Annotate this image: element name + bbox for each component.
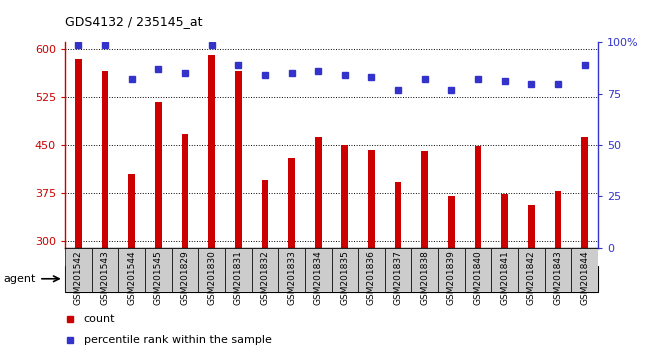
Bar [332, 248, 358, 292]
Bar [288, 158, 295, 354]
Bar [411, 248, 438, 292]
Text: GSM201543: GSM201543 [101, 250, 109, 305]
Text: GSM201831: GSM201831 [234, 250, 242, 305]
Bar [252, 248, 278, 292]
Bar [358, 248, 385, 292]
Text: percentile rank within the sample: percentile rank within the sample [84, 335, 272, 345]
Text: GSM201839: GSM201839 [447, 250, 456, 305]
Bar [172, 248, 198, 292]
Bar [518, 248, 545, 292]
Text: GSM201832: GSM201832 [261, 250, 269, 305]
Bar [208, 55, 215, 354]
Text: GSM201836: GSM201836 [367, 250, 376, 305]
Bar [305, 248, 332, 292]
Bar [395, 182, 402, 354]
Bar [581, 137, 588, 354]
Bar [118, 248, 145, 292]
Text: GSM201841: GSM201841 [500, 250, 509, 305]
Bar [128, 174, 135, 354]
Bar [465, 248, 491, 292]
Bar [501, 194, 508, 354]
Text: agent: agent [3, 274, 36, 284]
Text: GSM201835: GSM201835 [341, 250, 349, 305]
Bar [225, 248, 252, 292]
Text: GSM201842: GSM201842 [527, 250, 536, 305]
Bar [101, 72, 109, 354]
Bar [235, 72, 242, 354]
Bar [421, 151, 428, 354]
Bar [341, 145, 348, 354]
Text: pioglitazone: pioglitazone [431, 274, 499, 284]
Text: GSM201834: GSM201834 [314, 250, 322, 305]
Bar [491, 248, 518, 292]
Bar [198, 248, 225, 292]
Text: GSM201838: GSM201838 [421, 250, 429, 305]
Bar [528, 205, 535, 354]
Bar [65, 266, 332, 292]
Bar [261, 181, 268, 354]
Text: GSM201830: GSM201830 [207, 250, 216, 305]
Bar [278, 248, 305, 292]
Text: GSM201544: GSM201544 [127, 250, 136, 305]
Bar [571, 248, 598, 292]
Bar [315, 137, 322, 354]
Bar [181, 133, 188, 354]
Text: GSM201542: GSM201542 [74, 250, 83, 305]
Bar [385, 248, 411, 292]
Text: GSM201843: GSM201843 [554, 250, 562, 305]
Bar [65, 248, 92, 292]
Bar [145, 248, 172, 292]
Text: GSM201844: GSM201844 [580, 250, 589, 305]
Text: GSM201840: GSM201840 [474, 250, 482, 305]
Bar [545, 248, 571, 292]
Text: GSM201829: GSM201829 [181, 250, 189, 305]
Bar [438, 248, 465, 292]
Text: GSM201833: GSM201833 [287, 250, 296, 305]
Text: count: count [84, 314, 115, 325]
Bar [474, 146, 482, 354]
Text: GDS4132 / 235145_at: GDS4132 / 235145_at [65, 15, 203, 28]
Bar [75, 58, 82, 354]
Text: GSM201545: GSM201545 [154, 250, 162, 305]
Text: GSM201837: GSM201837 [394, 250, 402, 305]
Bar [368, 150, 375, 354]
Bar [554, 191, 562, 354]
Bar [155, 102, 162, 354]
Bar [332, 266, 598, 292]
Text: pretreatment: pretreatment [161, 274, 235, 284]
Bar [92, 248, 118, 292]
Bar [448, 196, 455, 354]
